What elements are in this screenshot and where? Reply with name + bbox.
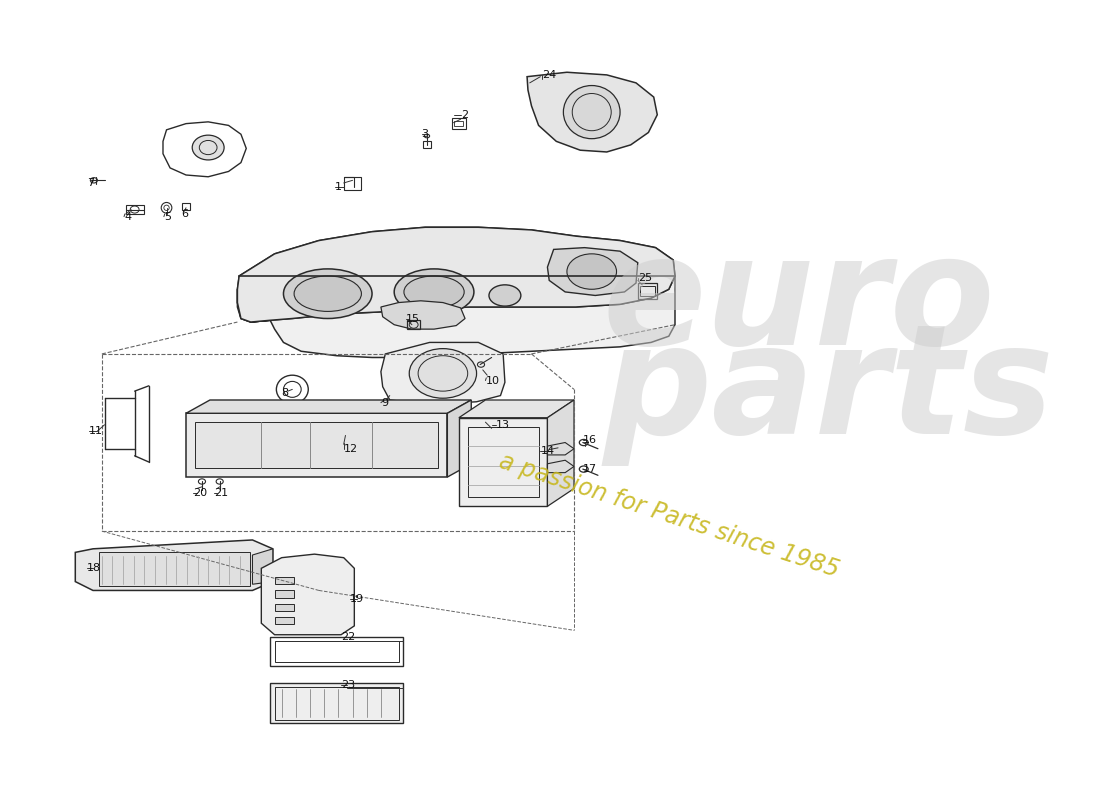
Text: parts: parts bbox=[603, 317, 1054, 466]
Text: 18: 18 bbox=[87, 563, 101, 574]
Bar bbox=[459, 418, 548, 506]
Bar bbox=[275, 641, 398, 662]
Ellipse shape bbox=[409, 349, 476, 398]
Text: 11: 11 bbox=[89, 426, 102, 436]
Ellipse shape bbox=[404, 276, 464, 308]
Bar bbox=[182, 203, 190, 210]
Polygon shape bbox=[75, 540, 273, 590]
Polygon shape bbox=[548, 248, 638, 295]
Text: 21: 21 bbox=[214, 488, 229, 498]
Bar bbox=[125, 205, 143, 214]
Bar bbox=[343, 177, 362, 190]
Text: 16: 16 bbox=[583, 435, 597, 445]
Ellipse shape bbox=[563, 86, 620, 138]
Bar bbox=[275, 604, 294, 611]
Text: 22: 22 bbox=[341, 632, 355, 642]
Polygon shape bbox=[186, 400, 471, 414]
Text: 23: 23 bbox=[341, 680, 355, 690]
Text: 1: 1 bbox=[334, 182, 342, 193]
Bar bbox=[271, 638, 403, 666]
Polygon shape bbox=[262, 554, 354, 634]
Polygon shape bbox=[238, 276, 675, 358]
Text: 7: 7 bbox=[87, 178, 94, 188]
Polygon shape bbox=[548, 400, 574, 506]
Text: 5: 5 bbox=[164, 212, 170, 222]
Text: 15: 15 bbox=[406, 314, 420, 323]
Text: euro: euro bbox=[603, 228, 996, 377]
Text: 12: 12 bbox=[343, 444, 358, 454]
Ellipse shape bbox=[490, 285, 521, 306]
Ellipse shape bbox=[192, 135, 224, 160]
Bar bbox=[424, 142, 430, 149]
Ellipse shape bbox=[394, 269, 474, 315]
Bar bbox=[275, 577, 294, 584]
Bar bbox=[275, 590, 294, 598]
Ellipse shape bbox=[566, 254, 616, 290]
Bar bbox=[275, 617, 294, 624]
Text: 3: 3 bbox=[421, 130, 429, 139]
Polygon shape bbox=[527, 72, 658, 152]
Bar bbox=[195, 422, 439, 468]
Polygon shape bbox=[459, 400, 574, 418]
Bar bbox=[468, 426, 539, 498]
Text: 10: 10 bbox=[485, 375, 499, 386]
Bar bbox=[186, 414, 448, 477]
Polygon shape bbox=[381, 342, 505, 405]
Bar bbox=[99, 552, 250, 586]
Bar bbox=[640, 286, 654, 296]
Text: 20: 20 bbox=[194, 488, 207, 498]
Text: 25: 25 bbox=[638, 273, 652, 282]
Ellipse shape bbox=[284, 269, 372, 318]
Text: 8: 8 bbox=[282, 388, 289, 398]
Polygon shape bbox=[253, 549, 273, 584]
Bar bbox=[275, 687, 398, 720]
Polygon shape bbox=[448, 400, 471, 477]
Bar bbox=[271, 683, 403, 723]
Text: 2: 2 bbox=[461, 110, 468, 120]
Bar bbox=[454, 121, 463, 126]
Text: a passion for Parts since 1985: a passion for Parts since 1985 bbox=[496, 449, 843, 582]
Polygon shape bbox=[381, 301, 465, 329]
Text: 17: 17 bbox=[583, 464, 597, 474]
Text: 24: 24 bbox=[542, 70, 557, 80]
Bar bbox=[638, 283, 658, 299]
Ellipse shape bbox=[294, 276, 362, 311]
Bar bbox=[452, 118, 466, 129]
Text: 6: 6 bbox=[182, 209, 188, 219]
Text: 9: 9 bbox=[381, 398, 388, 408]
Bar bbox=[407, 320, 420, 329]
Text: 14: 14 bbox=[540, 446, 554, 456]
Text: 13: 13 bbox=[496, 420, 510, 430]
Text: 19: 19 bbox=[350, 594, 364, 604]
Text: 4: 4 bbox=[124, 212, 131, 222]
Polygon shape bbox=[238, 227, 675, 322]
